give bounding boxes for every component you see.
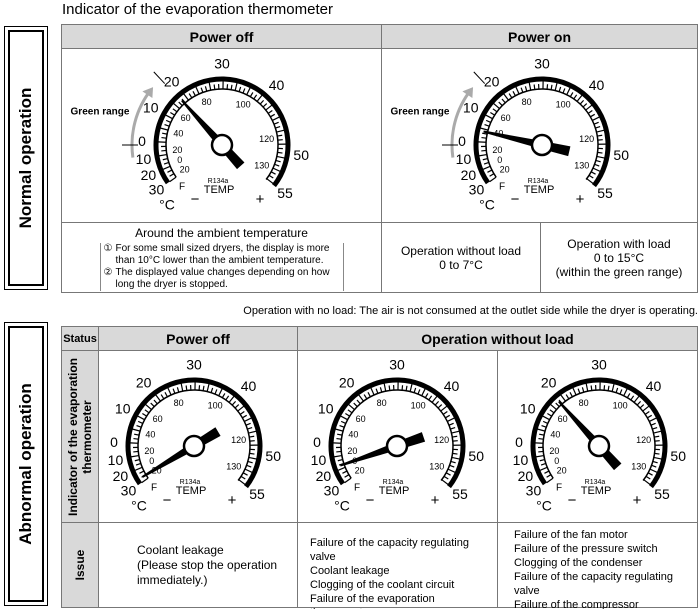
header: Operation without load: [297, 326, 698, 351]
header: Power off: [98, 326, 298, 351]
issue-text: Failure of the compressor: [514, 599, 639, 609]
with-load-cell: Operation with load 0 to 15°C (within th…: [540, 222, 698, 293]
gauge-cell: [98, 350, 298, 523]
gauge-cell: [497, 350, 698, 523]
issue-text: (Please stop the operation immediately.): [137, 557, 278, 587]
ambient-cell: Around the ambient temperature ① For some…: [61, 222, 382, 293]
issue-text: Coolant leakage: [310, 565, 390, 577]
cell-text: 0 to 15°C: [593, 250, 645, 265]
normal-label: Normal operation: [16, 87, 35, 229]
issue-text: Clogging of the coolant circuit: [310, 579, 455, 591]
issue-header-cell: Issue: [61, 522, 99, 608]
page-title: Indicator of the evaporation thermometer: [62, 1, 333, 18]
cell-text: 0 to 7°C: [439, 257, 483, 272]
without-load-cell: Operation without load 0 to 7°C: [381, 222, 541, 293]
row-label: Indicator of the evaporation thermometer: [66, 357, 94, 516]
gauge-cell: [61, 48, 382, 223]
status-header: Status: [61, 326, 99, 351]
issue-text: Failure of the capacity regulating valve: [514, 571, 673, 597]
note-text: For some small sized dryers, the display…: [115, 243, 330, 266]
footnote: Operation with no load: The air is not c…: [243, 305, 698, 317]
issue-header: Issue: [73, 549, 87, 581]
note-marker: ①: [103, 243, 113, 254]
header: Power on: [381, 24, 698, 49]
gauge-cell: [381, 48, 698, 223]
ambient-heading: Around the ambient temperature: [135, 226, 308, 240]
issue-cell: Coolant leakage (Please stop the operati…: [98, 522, 298, 608]
issue-text: Failure of the pressure switch: [514, 543, 658, 555]
note: ① For some small sized dryers, the displa…: [104, 243, 340, 267]
issue-cell: Failure of the fan motor Failure of the …: [497, 522, 698, 609]
gauge-cell: [297, 350, 498, 523]
issue-text: Clogging of the condenser: [514, 557, 643, 569]
row-label-cell: Indicator of the evaporation thermometer: [61, 350, 99, 523]
abnormal-label: Abnormal operation: [16, 383, 35, 545]
issue-text: Coolant leakage: [137, 542, 224, 557]
notes: ① For some small sized dryers, the displa…: [99, 243, 344, 291]
normal-label-box: Normal operation: [4, 26, 48, 290]
note: ② The displayed value changes depending o…: [104, 267, 340, 291]
note-marker: ②: [103, 267, 113, 278]
cell-text: Operation with load: [567, 236, 671, 251]
cell-text: (within the green range): [555, 264, 683, 279]
note-text: The displayed value changes depending on…: [115, 267, 330, 290]
issue-text: Failure of the fan motor: [514, 529, 628, 541]
header: Power off: [61, 24, 382, 49]
cell-text: Operation without load: [400, 243, 522, 258]
issue-text: Failure of the evaporation thermometer: [310, 593, 435, 609]
abnormal-label-box: Abnormal operation: [4, 322, 48, 606]
issue-text: Failure of the capacity regulating valve: [310, 537, 469, 563]
issue-cell: Failure of the capacity regulating valve…: [297, 522, 498, 609]
